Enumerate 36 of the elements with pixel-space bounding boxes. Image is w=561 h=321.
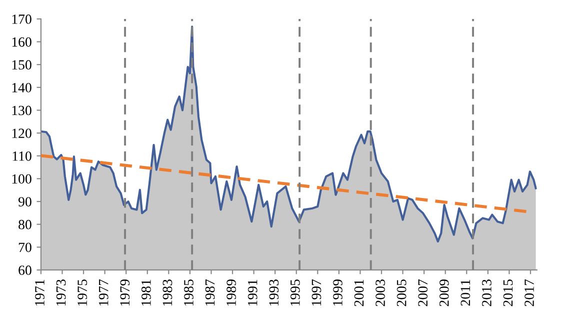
x-tick-label: 1993 xyxy=(269,280,279,306)
x-tick-label: 1997 xyxy=(312,279,322,306)
x-tick-label: 1975 xyxy=(78,280,87,306)
x-tick-label: 2015 xyxy=(503,280,513,306)
y-tick-label: 140 xyxy=(12,82,32,92)
y-tick-label: 160 xyxy=(12,37,32,47)
x-tick-label: 2017 xyxy=(524,279,534,306)
x-tick-label: 2013 xyxy=(482,280,492,306)
x-tick-label: 1991 xyxy=(248,280,258,306)
x-tick-label: 1989 xyxy=(226,280,236,306)
x-tick-label: 2005 xyxy=(396,280,406,306)
x-tick-label: 1983 xyxy=(162,280,172,306)
x-tick-label: 1985 xyxy=(184,280,194,306)
x-tick-label: 2009 xyxy=(439,280,449,306)
y-tick-label: 110 xyxy=(12,151,32,161)
x-tick-label: 2011 xyxy=(460,280,470,306)
y-tick-label: 60 xyxy=(18,266,32,275)
x-tick-label: 1979 xyxy=(120,280,130,306)
y-tick-label: 80 xyxy=(18,220,32,230)
y-tick-label: 70 xyxy=(18,242,32,252)
x-tick-label: 1999 xyxy=(333,280,342,306)
x-tick-label: 1995 xyxy=(290,280,300,306)
x-tick-label: 1987 xyxy=(205,279,215,306)
x-tick-label: 1977 xyxy=(98,279,108,306)
y-tick-label: 150 xyxy=(12,60,32,70)
y-tick-label: 170 xyxy=(12,14,32,24)
x-tick-label: 2003 xyxy=(376,280,385,306)
y-tick-label: 120 xyxy=(12,128,32,138)
x-tick-label: 1973 xyxy=(56,280,66,306)
y-tick-label: 100 xyxy=(12,174,32,184)
x-tick-label: 1971 xyxy=(35,280,44,306)
x-tick-label: 2001 xyxy=(354,280,364,306)
y-tick-label: 90 xyxy=(18,197,32,206)
x-tick-label: 2007 xyxy=(418,279,428,306)
y-tick-label: 130 xyxy=(12,106,32,116)
x-tick-label: 1981 xyxy=(141,280,151,306)
